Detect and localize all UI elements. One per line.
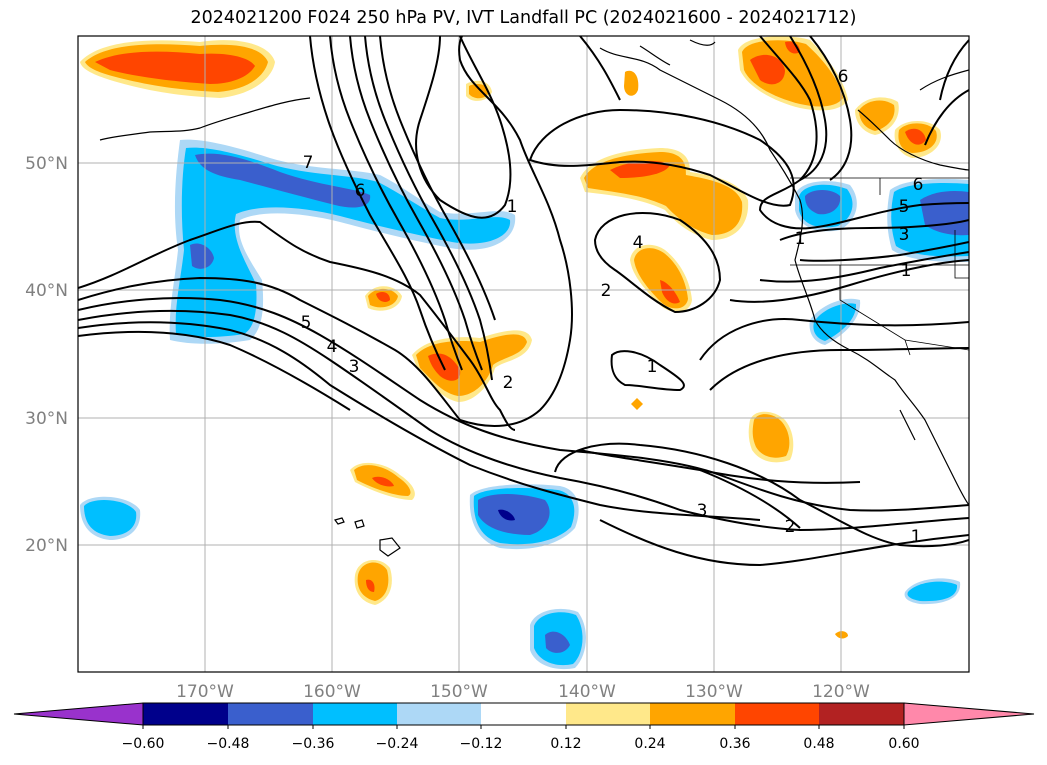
contour-label: 4 xyxy=(327,337,338,357)
lat-label: 40°N xyxy=(25,281,68,301)
contour-label: 3 xyxy=(899,225,910,245)
gridlines xyxy=(78,36,969,672)
lon-label: 170°W xyxy=(176,682,234,702)
lon-label: 130°W xyxy=(685,682,743,702)
colorbar-segment xyxy=(735,703,819,725)
contour-label: 3 xyxy=(349,357,360,377)
contour-label: 5 xyxy=(899,197,910,217)
colorbar-segment xyxy=(397,703,481,725)
colorbar-label: 0.36 xyxy=(719,736,750,752)
colorbar-label: 0.12 xyxy=(550,736,581,752)
lon-label: 120°W xyxy=(812,682,870,702)
borders xyxy=(790,177,969,356)
colorbar-segment xyxy=(313,703,397,725)
contour-label: 5 xyxy=(301,313,312,333)
contour-labels: 7 6 5 4 3 2 1 4 2 1 1 3 2 1 6 5 3 4 1 6 xyxy=(301,67,924,547)
colorbar-label: 0.48 xyxy=(803,736,834,752)
latitude-labels: 50°N 40°N 30°N 20°N xyxy=(25,154,68,556)
longitude-labels: 170°W 160°W 150°W 140°W 130°W 120°W xyxy=(176,682,870,702)
lon-label: 160°W xyxy=(303,682,361,702)
contour-label: 1 xyxy=(795,229,806,249)
contour-label: 6 xyxy=(355,181,366,201)
lon-label: 150°W xyxy=(430,682,488,702)
contour-label: 2 xyxy=(785,517,796,537)
contour-label: 6 xyxy=(913,175,924,195)
lon-label: 140°W xyxy=(558,682,616,702)
lat-label: 30°N xyxy=(25,409,68,429)
lat-label: 50°N xyxy=(25,154,68,174)
colorbar-segment xyxy=(650,703,735,725)
colorbar-label: −0.12 xyxy=(460,736,503,752)
coastlines xyxy=(99,39,969,557)
colorbar-label: 0.24 xyxy=(634,736,665,752)
colorbar-extend-low xyxy=(13,702,144,726)
contour-label: 1 xyxy=(507,197,518,217)
map-frame xyxy=(77,35,970,673)
contour-label: 1 xyxy=(911,527,922,547)
contour-label: 1 xyxy=(901,261,912,281)
colorbar-segment xyxy=(143,703,228,725)
contour-label: 2 xyxy=(601,281,612,301)
contour-label: 4 xyxy=(633,233,644,253)
contour-label: 7 xyxy=(303,153,314,173)
colorbar-segment xyxy=(566,703,650,725)
colorbar-label: −0.24 xyxy=(376,736,419,752)
colorbar-extend-high xyxy=(903,702,1035,726)
contour-label: 1 xyxy=(647,357,658,377)
contour-label: 3 xyxy=(697,501,708,521)
colorbar-label: −0.36 xyxy=(292,736,335,752)
contour-label: 2 xyxy=(503,373,514,393)
shading-layer xyxy=(80,36,969,670)
pv-contours xyxy=(78,36,969,567)
colorbar-segment xyxy=(819,703,904,725)
contour-label: 6 xyxy=(838,67,849,87)
map-panel: 7 6 5 4 3 2 1 4 2 1 1 3 2 1 6 5 3 4 1 6 xyxy=(78,36,969,672)
colorbar-label: −0.60 xyxy=(122,736,165,752)
colorbar: −0.60 −0.48 −0.36 −0.24 −0.12 0.12 0.24 … xyxy=(13,702,1035,752)
map-title: 2024021200 F024 250 hPa PV, IVT Landfall… xyxy=(190,8,857,28)
colorbar-label: −0.48 xyxy=(207,736,250,752)
colorbar-segment xyxy=(228,703,313,725)
lat-label: 20°N xyxy=(25,536,68,556)
colorbar-label: 0.60 xyxy=(888,736,919,752)
colorbar-segment xyxy=(481,703,566,725)
